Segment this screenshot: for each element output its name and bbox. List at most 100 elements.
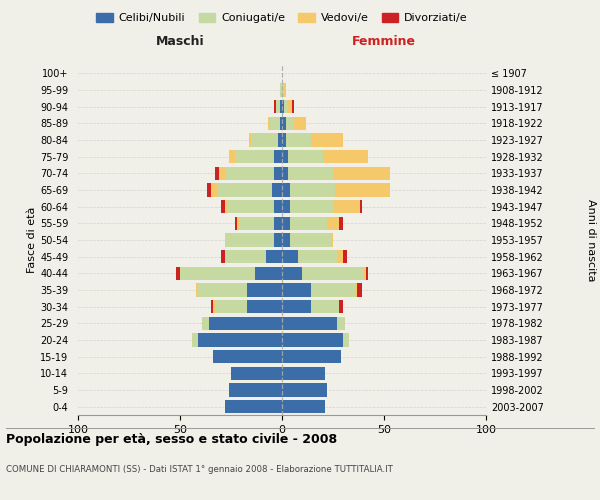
Bar — [280, 116, 282, 130]
Bar — [217, 184, 272, 196]
Text: COMUNE DI CHIARAMONTI (SS) - Dati ISTAT 1° gennaio 2008 - Elaborazione TUTTITALI: COMUNE DI CHIARAMONTI (SS) - Dati ISTAT … — [6, 466, 393, 474]
Bar — [290, 216, 327, 230]
Bar — [221, 200, 225, 213]
Bar — [292, 100, 294, 114]
Bar — [229, 384, 282, 396]
Bar — [282, 116, 286, 130]
Bar — [282, 384, 327, 396]
Bar — [311, 134, 343, 146]
Bar — [288, 150, 323, 164]
Bar — [270, 116, 280, 130]
Bar — [290, 234, 331, 246]
Bar — [358, 284, 362, 296]
Bar — [280, 100, 282, 114]
Bar — [282, 400, 325, 413]
Bar — [290, 184, 335, 196]
Bar — [286, 116, 294, 130]
Bar — [278, 134, 282, 146]
Bar — [327, 216, 339, 230]
Bar — [288, 166, 333, 180]
Text: Maschi: Maschi — [155, 36, 205, 49]
Bar — [268, 116, 270, 130]
Bar — [180, 266, 256, 280]
Bar — [282, 134, 286, 146]
Bar — [225, 200, 227, 213]
Bar — [282, 234, 290, 246]
Bar — [364, 266, 365, 280]
Bar — [199, 334, 282, 346]
Bar — [211, 184, 217, 196]
Legend: Celibi/Nubili, Coniugati/e, Vedovi/e, Divorziati/e: Celibi/Nubili, Coniugati/e, Vedovi/e, Di… — [92, 8, 472, 28]
Bar — [225, 250, 266, 264]
Bar — [365, 266, 368, 280]
Bar — [331, 234, 333, 246]
Bar — [215, 166, 219, 180]
Text: Femmine: Femmine — [352, 36, 416, 49]
Bar — [323, 150, 368, 164]
Bar — [274, 166, 282, 180]
Bar — [229, 150, 235, 164]
Bar — [282, 366, 325, 380]
Bar — [227, 200, 274, 213]
Bar — [282, 284, 311, 296]
Bar — [282, 250, 298, 264]
Bar — [225, 234, 274, 246]
Bar — [250, 134, 251, 146]
Bar — [284, 84, 286, 96]
Bar — [311, 284, 355, 296]
Bar — [333, 200, 359, 213]
Bar — [339, 300, 343, 314]
Bar — [225, 166, 274, 180]
Bar — [282, 184, 290, 196]
Bar — [282, 200, 290, 213]
Bar — [274, 200, 282, 213]
Bar — [282, 334, 343, 346]
Bar — [359, 200, 362, 213]
Bar — [176, 266, 180, 280]
Bar — [311, 300, 339, 314]
Bar — [282, 316, 337, 330]
Bar — [256, 266, 282, 280]
Bar — [294, 116, 307, 130]
Bar — [282, 100, 284, 114]
Bar — [219, 166, 225, 180]
Bar — [282, 150, 288, 164]
Bar — [339, 216, 343, 230]
Bar — [282, 266, 302, 280]
Bar — [282, 84, 284, 96]
Bar — [302, 266, 364, 280]
Bar — [239, 216, 274, 230]
Bar — [211, 300, 212, 314]
Bar — [335, 184, 390, 196]
Bar — [192, 334, 199, 346]
Bar — [225, 400, 282, 413]
Bar — [337, 316, 345, 330]
Bar — [276, 100, 280, 114]
Bar — [274, 216, 282, 230]
Bar — [282, 216, 290, 230]
Bar — [247, 300, 282, 314]
Bar — [199, 284, 247, 296]
Bar — [284, 100, 288, 114]
Bar — [247, 284, 282, 296]
Bar — [280, 84, 282, 96]
Bar — [209, 316, 282, 330]
Bar — [288, 100, 292, 114]
Bar — [251, 134, 278, 146]
Bar — [266, 250, 282, 264]
Bar — [272, 184, 282, 196]
Bar — [274, 234, 282, 246]
Bar — [290, 200, 333, 213]
Bar — [282, 300, 311, 314]
Bar — [196, 284, 199, 296]
Bar — [221, 250, 225, 264]
Bar — [333, 166, 390, 180]
Bar — [212, 350, 282, 364]
Bar — [286, 134, 311, 146]
Bar — [212, 300, 215, 314]
Bar — [202, 316, 209, 330]
Y-axis label: Fasce di età: Fasce di età — [27, 207, 37, 273]
Text: Anni di nascita: Anni di nascita — [586, 198, 596, 281]
Bar — [282, 350, 341, 364]
Bar — [237, 216, 239, 230]
